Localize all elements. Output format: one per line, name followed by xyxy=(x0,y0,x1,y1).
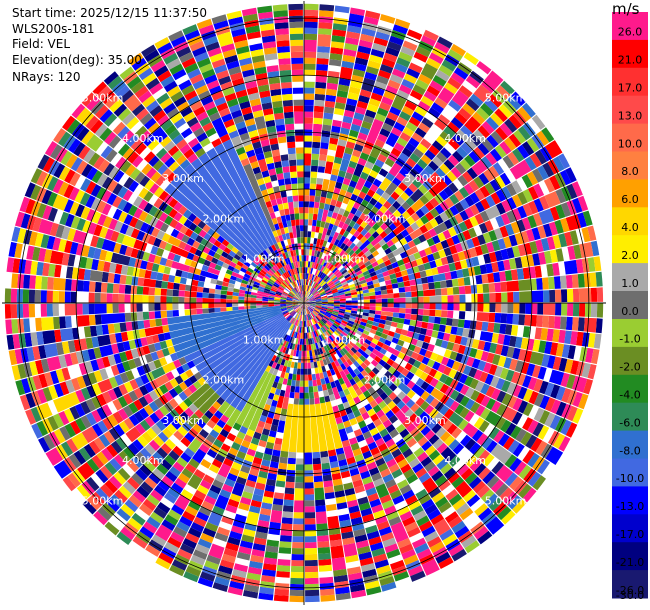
colorbar-tick-label: 8.0 xyxy=(621,165,639,178)
range-ring-label: 1.00km xyxy=(324,333,366,346)
colorbar-swatch xyxy=(612,263,648,292)
colorbar-tick-label: -30.0 xyxy=(616,589,644,602)
colorbar-swatch xyxy=(612,123,648,152)
range-ring-label: 1.00km xyxy=(324,253,366,266)
range-ring-label: 5.00km xyxy=(82,92,124,105)
colorbar-tick-label: 10.0 xyxy=(618,137,643,150)
colorbar-swatch xyxy=(612,346,648,376)
colorbar-tick-label: 13.0 xyxy=(618,109,643,122)
field-label: Field: VEL xyxy=(12,37,71,51)
colorbar-swatch xyxy=(612,458,648,487)
range-ring-label: 4.00km xyxy=(122,132,164,145)
colorbar-swatch xyxy=(612,179,648,208)
colorbar-swatch xyxy=(612,235,648,264)
gate-group xyxy=(4,9,598,602)
range-ring-label: 4.00km xyxy=(444,454,486,467)
colorbar-swatch xyxy=(612,570,648,599)
colorbar-tick-label: 1.0 xyxy=(621,277,639,290)
gate-group xyxy=(19,9,604,589)
range-ring-label: 5.00km xyxy=(82,495,124,508)
gate-group xyxy=(11,17,602,579)
colorbar-tick-label: -26.0 xyxy=(616,584,644,597)
gate-group xyxy=(8,13,587,601)
colorbar-tick-label: -10.0 xyxy=(616,472,644,485)
range-ring-label: 5.00km xyxy=(485,92,527,105)
start-time-label: Start time: 2025/12/15 11:37:50 xyxy=(12,6,207,20)
colorbar-tick-label: -21.0 xyxy=(616,556,644,569)
range-ring-label: 5.00km xyxy=(485,495,527,508)
colorbar-tick-label: -6.0 xyxy=(619,416,640,429)
colorbar-tick-label: 26.0 xyxy=(618,26,643,39)
colorbar-tick-label: 4.0 xyxy=(621,221,639,234)
colorbar-tick-label: 0.0 xyxy=(621,305,639,318)
range-ring-label: 4.00km xyxy=(122,454,164,467)
colorbar-swatch xyxy=(612,39,648,69)
colorbar-swatch xyxy=(612,151,648,180)
colorbar-swatch xyxy=(612,402,648,432)
range-ring-label: 2.00km xyxy=(203,374,245,387)
gate-group xyxy=(11,3,596,591)
range-ring-label: 2.00km xyxy=(203,212,245,225)
colorbar-tick-label: 17.0 xyxy=(618,82,643,95)
range-ring-label: 3.00km xyxy=(404,414,446,427)
range-ring-labels: 1.00km 1.00km 1.00km 1.00km 2.00km 2.00km 2.00… xyxy=(82,92,527,508)
colorbar-swatch xyxy=(612,374,648,404)
colorbar-tick-label: -13.0 xyxy=(616,500,644,513)
range-ring-label: 3.00km xyxy=(404,172,446,185)
colorbar-swatch xyxy=(612,319,648,348)
colorbar-tick-label: -17.0 xyxy=(616,528,644,541)
colorbar-tick-label: -4.0 xyxy=(619,389,640,402)
colorbar-unit: m/s xyxy=(612,0,640,18)
range-ring-label: 2.00km xyxy=(364,374,406,387)
nrays-label: NRays: 120 xyxy=(12,70,81,84)
range-ring-label: 2.00km xyxy=(364,212,406,225)
elevation-label: Elevation(deg): 35.00 xyxy=(12,53,142,67)
colorbar-swatch xyxy=(612,514,648,543)
colorbar-tick-label: 6.0 xyxy=(621,193,639,206)
colorbar-swatch xyxy=(612,67,648,97)
colorbar-swatch xyxy=(612,430,648,459)
range-ring-label: 3.00km xyxy=(162,414,204,427)
range-ring-label: 1.00km xyxy=(243,253,285,266)
colorbar-swatch xyxy=(612,12,648,41)
colorbar-swatch xyxy=(612,95,648,125)
instrument-label: WLS200s-181 xyxy=(12,22,95,36)
colorbar-swatch xyxy=(612,542,648,571)
gate-group xyxy=(23,14,572,601)
crosshair xyxy=(2,1,606,605)
colorbar-swatch xyxy=(612,486,648,515)
colorbar-swatch xyxy=(612,291,648,320)
range-ring-label: 3.00km xyxy=(162,172,204,185)
range-ring-label: 4.00km xyxy=(444,132,486,145)
colorbar-tick-label: -8.0 xyxy=(619,444,640,457)
colorbar-tick-label: -2.0 xyxy=(619,361,640,374)
colorbar-tick-label: 2.0 xyxy=(621,249,639,262)
colorbar-swatch xyxy=(612,207,648,236)
range-ring-label: 1.00km xyxy=(243,333,285,346)
colorbar-tick-label: 21.0 xyxy=(618,54,643,67)
colorbar-tick-label: -1.0 xyxy=(619,333,640,346)
colorbar: 26.0 21.0 17.0 13.0 10.0 8.0 6.0 4.0 2.0 1.0 0.0 -1… xyxy=(612,12,648,602)
